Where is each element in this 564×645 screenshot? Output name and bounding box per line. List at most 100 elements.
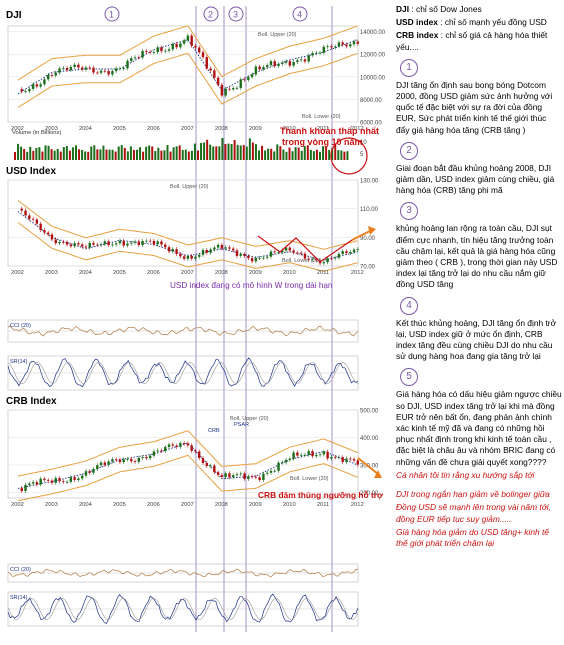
price-candle (133, 241, 137, 243)
crb-upper-label: Boll. Upper (20) (230, 416, 269, 422)
volume-bar (41, 151, 44, 160)
volume-bar (221, 138, 224, 160)
y-tick-label: 500.00 (360, 409, 379, 415)
price-candle (216, 77, 220, 85)
volume-bar (340, 150, 343, 160)
price-candle (224, 88, 227, 96)
price-candle (247, 77, 250, 80)
volume-bar (26, 151, 29, 160)
price-candle (107, 71, 110, 75)
price-candle (73, 477, 76, 480)
volume-bar (224, 144, 227, 160)
volume-bar (261, 145, 264, 160)
price-candle (31, 84, 35, 89)
price-candle (130, 58, 133, 61)
price-candle (220, 84, 224, 96)
moving-average-line (17, 211, 358, 261)
price-candle (80, 67, 84, 70)
price-candle (333, 257, 337, 259)
price-candle (220, 474, 224, 477)
price-candle (201, 52, 205, 58)
red-note-4: Giá hàng hóa giảm do USD tăng+ kinh tế t… (396, 526, 549, 548)
indicator-line (7, 568, 359, 578)
volume-bar (306, 145, 309, 160)
volume-bar (300, 150, 303, 160)
price-candle (224, 247, 227, 249)
price-candle (307, 451, 310, 455)
price-candle (35, 84, 39, 87)
section-text: Giá hàng hóa có dấu hiệu giảm ngược chiề… (396, 389, 562, 467)
price-candle (284, 460, 288, 463)
price-candle (247, 255, 250, 259)
indicator-signal-line (7, 597, 359, 621)
price-candle (126, 459, 129, 460)
price-candle (224, 473, 227, 477)
volume-bar (178, 145, 181, 160)
price-candle (216, 472, 220, 475)
price-candle (288, 247, 292, 251)
price-candle (141, 456, 144, 458)
price-candle (201, 457, 205, 464)
price-candle (284, 247, 288, 251)
price-candle (43, 230, 46, 233)
price-candle (43, 79, 46, 85)
definitions: DJI : chỉ số Dow Jones USD index : chỉ s… (396, 4, 562, 53)
phase-number-label: 4 (297, 10, 302, 20)
panel-frame (7, 179, 359, 267)
price-candle (337, 457, 341, 459)
price-candle (103, 70, 107, 72)
x-tick-label: 2008 (215, 126, 228, 132)
price-candle (322, 451, 326, 455)
volume-bar (78, 149, 81, 160)
crb-psar-label: PSAR (234, 422, 249, 428)
price-candle (24, 210, 27, 216)
volume-bar (325, 146, 328, 160)
volume-bar (44, 145, 47, 160)
price-candle (145, 456, 148, 459)
w-pattern-line (257, 235, 353, 263)
x-tick-label: 2004 (79, 502, 93, 508)
volume-bar (23, 148, 26, 160)
price-candle (54, 239, 57, 244)
price-candle (216, 244, 220, 248)
price-candle (258, 477, 261, 481)
section-text: khủng hoảng lan rộng ra toàn cầu, DJI sụ… (396, 223, 558, 290)
price-candle (111, 244, 114, 246)
price-candle (148, 240, 152, 242)
price-candle (35, 482, 39, 485)
price-candle (326, 46, 329, 48)
price-candle (43, 478, 46, 480)
volume-bar (166, 145, 169, 160)
volume-bar (169, 151, 172, 160)
price-candle (326, 451, 329, 459)
price-candle (303, 253, 307, 259)
volume-bar (276, 144, 279, 160)
price-candle (69, 244, 73, 247)
volume-bar (270, 148, 273, 160)
price-candle (133, 57, 137, 59)
price-candle (311, 53, 314, 56)
crb-series-label: CRB (208, 428, 220, 434)
low-volume-circle (330, 137, 368, 175)
price-candle (228, 247, 231, 249)
price-candle (239, 254, 242, 256)
price-candle (171, 43, 175, 50)
price-candle (54, 478, 57, 483)
price-candle (232, 88, 235, 90)
volume-bar (172, 147, 175, 160)
price-candle (228, 88, 231, 90)
phase-number-badge (292, 6, 308, 22)
definition-crb: CRB index : chỉ số giá cả hàng hóa thiết… (396, 30, 562, 52)
dji-lower-label: Boll. Lower (20) (302, 114, 341, 120)
volume-bar (184, 149, 187, 160)
section-1: 1 DJI tăng ổn định sau bong bóng Dotcom … (396, 55, 562, 136)
volume-bar (245, 146, 248, 160)
price-candle (62, 68, 65, 69)
section-3: 3 khủng hoảng lan rộng ra toàn cầu, DJI … (396, 198, 562, 290)
volume-bar (309, 149, 312, 160)
indicator-label: CCI (20) (10, 323, 31, 329)
volume-bar (59, 151, 62, 160)
y-tick-label: 6000.00 (360, 121, 382, 127)
price-candle (333, 46, 337, 48)
section-2: 2 Giai đoạn bắt đầu khủng hoảng 2008, DJ… (396, 138, 562, 197)
